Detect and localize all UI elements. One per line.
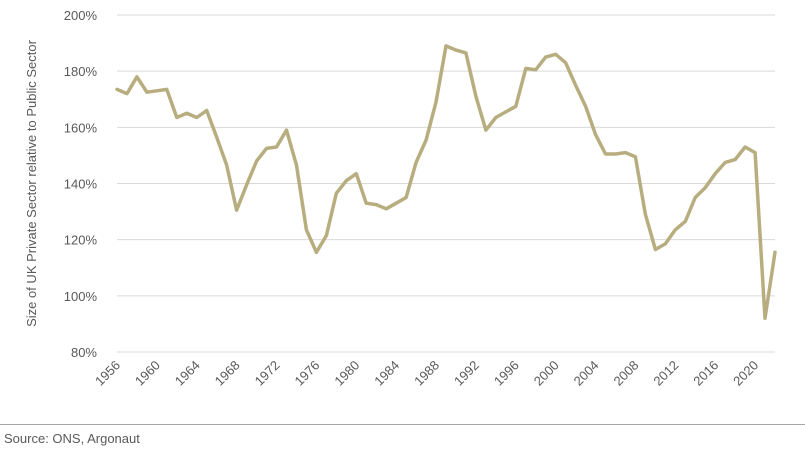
x-axis-tick-labels: 1956 1960 1964 1968 1972 1976 1980 1984 1988 1992… [92,358,761,389]
y-axis-tick-labels: 80% 100% 120% 140% 160% 180% 200% [64,8,98,360]
x-tick-label: 1984 [371,358,402,389]
x-tick-label: 2016 [690,358,721,389]
x-tick-label: 1988 [411,358,442,389]
x-tick-label: 1960 [132,358,163,389]
footer-divider [0,424,805,425]
x-tick-label: 2004 [571,358,602,389]
gridlines [117,14,775,297]
x-tick-label: 1996 [491,358,522,389]
x-tick-label: 1976 [291,358,322,389]
x-tick-label: 1964 [172,358,203,389]
x-tick-label: 1968 [212,358,243,389]
y-tick-label: 140% [64,177,98,192]
x-tick-label: 1980 [331,358,362,389]
x-tick-label: 2020 [730,358,761,389]
x-tick-label: 1956 [92,358,123,389]
x-tick-label: 1992 [451,358,482,389]
source-note: Source: ONS, Argonaut [4,431,140,446]
y-tick-label: 200% [64,8,98,23]
line-chart: 80% 100% 120% 140% 160% 180% 200% 1956 1960 1964… [24,8,777,389]
y-tick-label: 120% [64,233,98,248]
x-tick-label: 2012 [650,358,681,389]
y-tick-label: 80% [71,345,97,360]
series-group [115,44,777,321]
x-tick-label: 1972 [252,358,283,389]
y-tick-label: 100% [64,289,98,304]
y-tick-label: 160% [64,120,98,135]
x-tick-label: 2000 [531,358,562,389]
y-tick-label: 180% [64,64,98,79]
y-axis-title: Size of UK Private Sector relative to Pu… [24,39,39,327]
series-line [115,44,777,321]
x-tick-label: 2008 [610,358,641,389]
